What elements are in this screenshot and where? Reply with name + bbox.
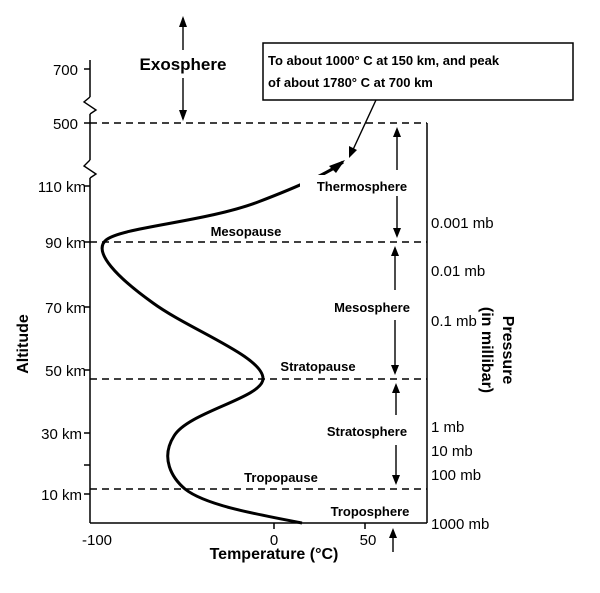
pressure-labels: 0.001 mb 0.01 mb 0.1 mb 1 mb 10 mb 100 m… [431, 215, 494, 533]
pressure-label-0001: 0.001 mb [431, 215, 494, 232]
layer-labels: Exosphere Thermosphere Mesopause Mesosph… [140, 55, 424, 519]
temperature-ticks: -100 0 50 [82, 523, 376, 549]
axis-break-upper [82, 96, 98, 115]
altitude-ticks [84, 68, 90, 495]
altitude-label-50: 50 km [45, 363, 86, 380]
altitude-label-700: 700 [53, 62, 78, 79]
label-troposphere: Troposphere [331, 504, 410, 519]
label-exosphere: Exosphere [140, 55, 227, 74]
temperature-label-minus-100: -100 [82, 532, 112, 549]
altitude-label-10: 10 km [41, 487, 82, 504]
boundary-lines [90, 122, 427, 490]
temperature-label-0: 0 [270, 532, 278, 549]
label-stratosphere: Stratosphere [327, 424, 407, 439]
pressure-label-10: 10 mb [431, 443, 473, 460]
pressure-label-01: 0.1 mb [431, 313, 477, 330]
pressure-axis-title-line-2: (in millibar) [478, 307, 495, 393]
label-mesosphere: Mesosphere [334, 300, 410, 315]
temperature-profile-curve [100, 160, 344, 525]
altitude-label-90: 90 km [45, 235, 86, 252]
altitude-label-30: 30 km [41, 426, 82, 443]
callout-box: To about 1000° C at 150 km, and peak of … [262, 42, 574, 101]
exosphere-arrow [179, 16, 187, 121]
axis-break-lower [82, 159, 98, 179]
curve-arrowhead [329, 160, 345, 173]
label-thermosphere: Thermosphere [317, 179, 407, 194]
pressure-label-1: 1 mb [431, 419, 464, 436]
altitude-label-500: 500 [53, 116, 78, 133]
x-axis-title: Temperature (°C) [210, 546, 339, 563]
pressure-label-001: 0.01 mb [431, 263, 485, 280]
pressure-label-1000: 1000 mb [431, 516, 489, 533]
altitude-labels: 700 500 110 km 90 km 70 km 50 km 30 km 1… [38, 62, 86, 504]
callout-pointer [349, 99, 377, 158]
label-mesopause: Mesopause [211, 224, 282, 239]
pressure-label-100: 100 mb [431, 467, 481, 484]
label-tropopause: Tropopause [244, 470, 318, 485]
altitude-label-70: 70 km [45, 300, 86, 317]
y-axis-title: Altitude [15, 314, 32, 374]
altitude-label-110: 110 km [38, 179, 86, 196]
callout-line-1: To about 1000° C at 150 km, and peak [268, 53, 500, 68]
pressure-axis-title-line-1: Pressure [499, 316, 516, 385]
callout-line-2: of about 1780° C at 700 km [268, 75, 433, 90]
layer-range-arrows [389, 127, 401, 552]
temperature-label-50: 50 [360, 532, 377, 549]
label-stratopause: Stratopause [280, 359, 355, 374]
